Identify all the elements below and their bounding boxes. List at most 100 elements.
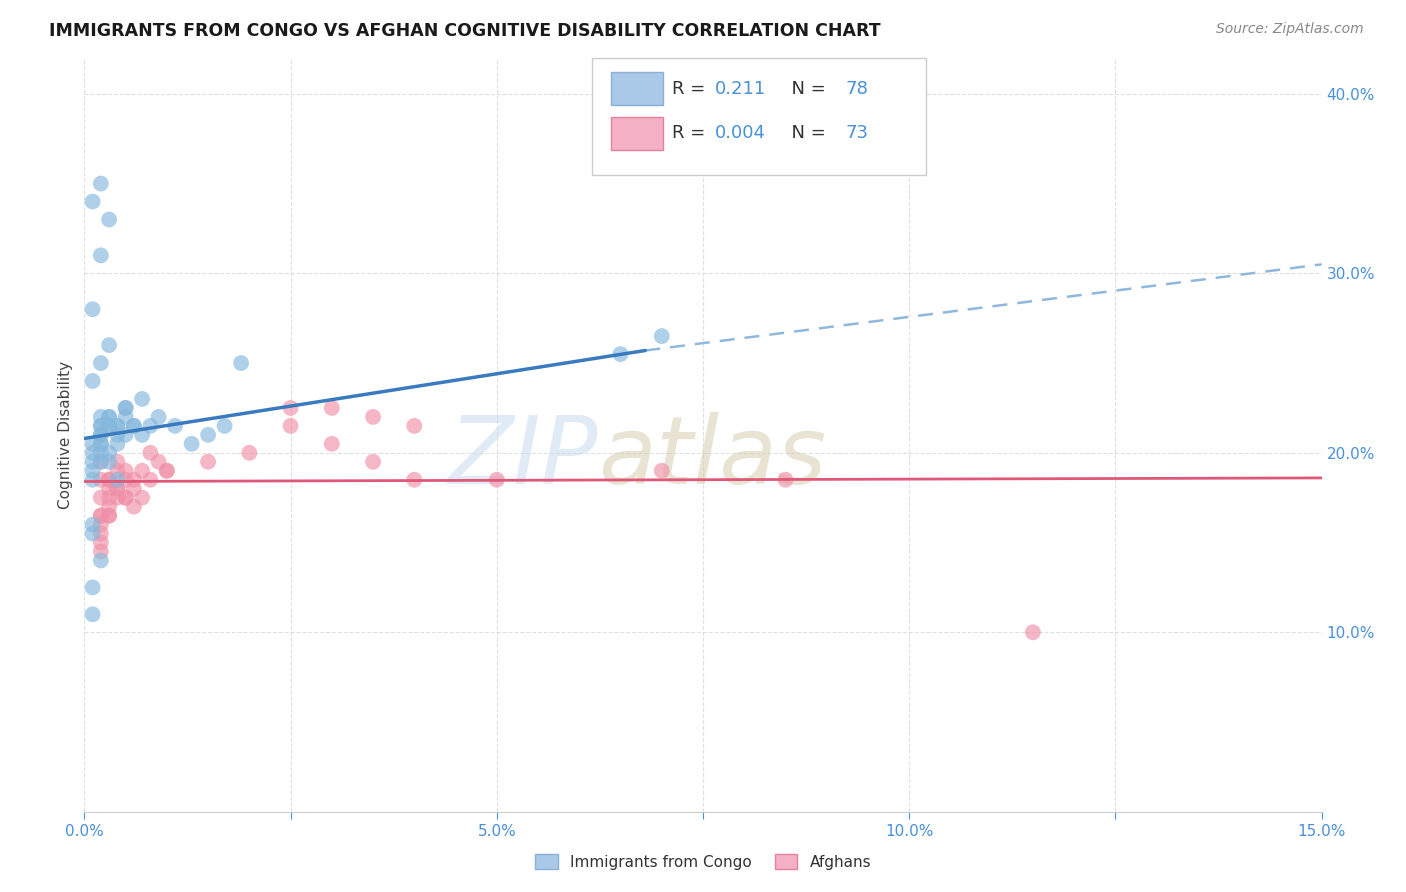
FancyBboxPatch shape — [592, 58, 925, 175]
Point — [122, 418, 145, 433]
Point — [98, 212, 121, 227]
FancyBboxPatch shape — [612, 117, 664, 150]
Point — [98, 473, 121, 487]
Point — [1022, 625, 1045, 640]
Point — [82, 446, 104, 460]
Point — [651, 329, 673, 343]
Point — [122, 473, 145, 487]
Point — [90, 508, 112, 523]
Point — [90, 177, 112, 191]
Text: N =: N = — [780, 80, 831, 98]
Point — [609, 347, 631, 361]
Point — [131, 491, 153, 505]
Point — [90, 356, 112, 370]
Text: R =: R = — [672, 124, 711, 143]
Point — [82, 607, 104, 622]
Point — [90, 437, 112, 451]
Point — [90, 428, 112, 442]
Point — [229, 356, 252, 370]
Point — [90, 553, 112, 567]
Point — [98, 409, 121, 424]
Point — [90, 491, 112, 505]
Text: atlas: atlas — [598, 412, 827, 503]
Point — [114, 409, 136, 424]
Point — [485, 473, 508, 487]
Point — [98, 338, 121, 352]
Point — [98, 473, 121, 487]
Point — [90, 418, 112, 433]
Point — [90, 455, 112, 469]
Point — [90, 455, 112, 469]
Point — [82, 194, 104, 209]
Point — [82, 302, 104, 317]
Point — [105, 418, 128, 433]
Text: Source: ZipAtlas.com: Source: ZipAtlas.com — [1216, 22, 1364, 37]
Text: IMMIGRANTS FROM CONGO VS AFGHAN COGNITIVE DISABILITY CORRELATION CHART: IMMIGRANTS FROM CONGO VS AFGHAN COGNITIV… — [49, 22, 880, 40]
Point — [90, 473, 112, 487]
Point — [90, 437, 112, 451]
Point — [214, 418, 236, 433]
Point — [139, 446, 162, 460]
Point — [90, 428, 112, 442]
Point — [90, 409, 112, 424]
Point — [105, 491, 128, 505]
Point — [238, 446, 260, 460]
Point — [82, 464, 104, 478]
Text: 0.211: 0.211 — [716, 80, 766, 98]
Point — [148, 409, 170, 424]
Point — [98, 491, 121, 505]
Point — [105, 482, 128, 496]
Point — [361, 409, 384, 424]
Point — [114, 491, 136, 505]
Point — [321, 401, 343, 415]
Point — [82, 455, 104, 469]
Point — [114, 401, 136, 415]
Point — [82, 374, 104, 388]
Point — [98, 482, 121, 496]
Point — [98, 508, 121, 523]
Point — [180, 437, 202, 451]
Point — [114, 464, 136, 478]
Point — [82, 581, 104, 595]
Point — [280, 401, 302, 415]
Point — [148, 455, 170, 469]
Point — [105, 473, 128, 487]
Point — [139, 473, 162, 487]
Y-axis label: Cognitive Disability: Cognitive Disability — [58, 360, 73, 509]
Point — [90, 508, 112, 523]
Point — [775, 473, 797, 487]
Point — [651, 464, 673, 478]
Point — [90, 544, 112, 558]
Point — [131, 392, 153, 406]
Point — [122, 500, 145, 514]
Text: ZIP: ZIP — [449, 412, 598, 503]
Point — [98, 455, 121, 469]
Point — [131, 464, 153, 478]
Point — [156, 464, 179, 478]
Point — [98, 500, 121, 514]
Point — [105, 428, 128, 442]
Point — [82, 473, 104, 487]
Point — [114, 401, 136, 415]
Point — [82, 437, 104, 451]
Point — [321, 437, 343, 451]
Point — [90, 418, 112, 433]
Legend: Immigrants from Congo, Afghans: Immigrants from Congo, Afghans — [529, 847, 877, 876]
Point — [105, 455, 128, 469]
Point — [197, 455, 219, 469]
Point — [156, 464, 179, 478]
Point — [404, 473, 426, 487]
Point — [361, 455, 384, 469]
Point — [105, 464, 128, 478]
Point — [280, 418, 302, 433]
Point — [131, 428, 153, 442]
Text: 0.004: 0.004 — [716, 124, 766, 143]
Point — [82, 517, 104, 532]
Text: N =: N = — [780, 124, 831, 143]
Point — [105, 437, 128, 451]
Point — [197, 428, 219, 442]
Point — [105, 482, 128, 496]
Point — [90, 526, 112, 541]
Point — [122, 418, 145, 433]
Text: 73: 73 — [845, 124, 869, 143]
